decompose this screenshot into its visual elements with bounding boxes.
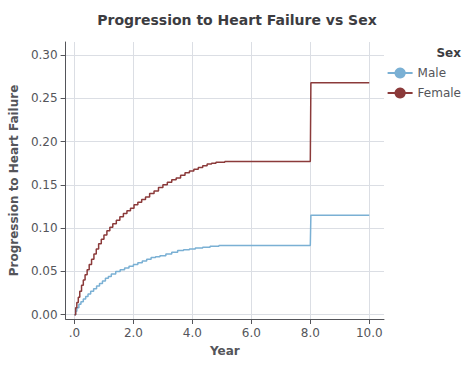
svg-text:6.0: 6.0 bbox=[242, 326, 261, 340]
svg-text:0.05: 0.05 bbox=[31, 264, 58, 278]
svg-text:10.0: 10.0 bbox=[356, 326, 383, 340]
svg-text:4.0: 4.0 bbox=[183, 326, 202, 340]
svg-text:Sex: Sex bbox=[436, 46, 461, 60]
svg-text:0.00: 0.00 bbox=[31, 308, 58, 322]
svg-text:0.10: 0.10 bbox=[31, 221, 58, 235]
svg-text:.0: .0 bbox=[69, 326, 80, 340]
svg-text:Male: Male bbox=[418, 66, 446, 80]
svg-text:0.20: 0.20 bbox=[31, 135, 58, 149]
svg-text:2.0: 2.0 bbox=[124, 326, 143, 340]
svg-text:0.15: 0.15 bbox=[31, 178, 58, 192]
svg-text:Female: Female bbox=[418, 86, 461, 100]
svg-text:0.25: 0.25 bbox=[31, 91, 58, 105]
svg-text:Year: Year bbox=[209, 344, 240, 358]
svg-text:Progression to Heart Failure: Progression to Heart Failure bbox=[7, 85, 21, 277]
svg-text:Progression to Heart Failure v: Progression to Heart Failure vs Sex bbox=[97, 12, 376, 28]
svg-text:0.30: 0.30 bbox=[31, 48, 58, 62]
svg-text:8.0: 8.0 bbox=[301, 326, 320, 340]
